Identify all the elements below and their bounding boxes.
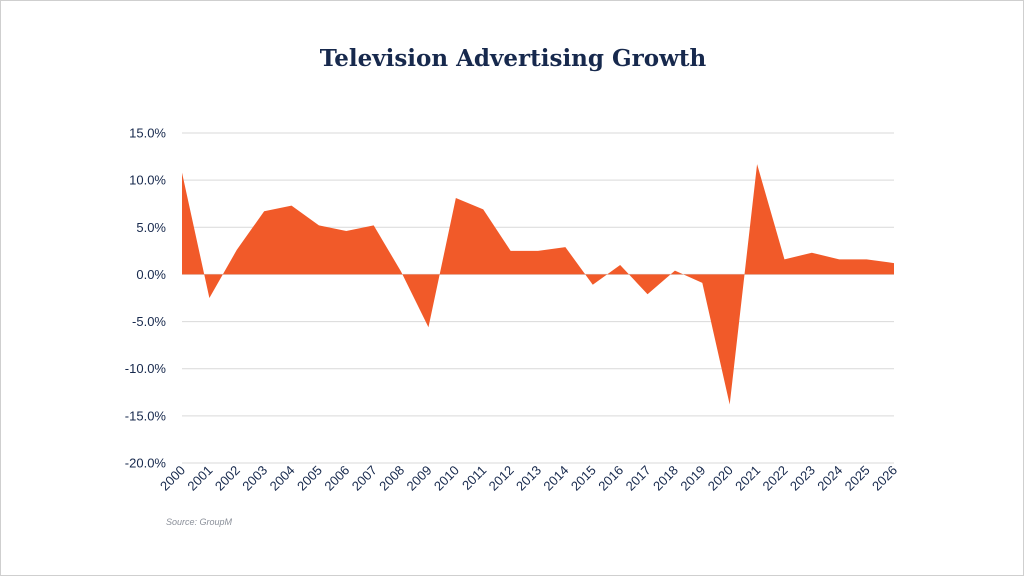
x-tick-label: 2024 [814, 463, 845, 494]
x-tick-label: 2005 [294, 463, 325, 494]
y-tick-label: -10.0% [125, 361, 167, 376]
chart-title: Television Advertising Growth [319, 45, 707, 72]
x-tick-label: 2021 [732, 463, 763, 494]
data-point-2017 [646, 292, 650, 296]
data-point-2019 [700, 281, 704, 285]
y-tick-label: 10.0% [129, 173, 166, 188]
y-tick-label: -15.0% [125, 408, 167, 423]
y-tick-label: -20.0% [125, 456, 167, 471]
x-tick-label: 2014 [540, 463, 571, 494]
data-point-2024 [837, 257, 841, 261]
x-tick-label: 2008 [376, 463, 407, 494]
data-point-2014 [563, 245, 567, 249]
data-point-2001 [207, 296, 211, 300]
x-tick-label: 2002 [212, 463, 243, 494]
data-point-2018 [673, 269, 677, 273]
x-tick-label: 2009 [404, 463, 435, 494]
data-point-2025 [865, 257, 869, 261]
y-tick-label: 0.0% [136, 267, 166, 282]
data-point-2002 [235, 248, 239, 252]
data-point-2022 [782, 257, 786, 261]
x-tick-label: 2010 [431, 463, 462, 494]
data-point-2013 [536, 249, 540, 253]
data-point-2009 [426, 325, 430, 329]
y-tick-label: -5.0% [132, 314, 166, 329]
data-point-2020 [728, 403, 732, 407]
x-tick-label: 2022 [760, 463, 791, 494]
x-tick-label: 2020 [705, 463, 736, 494]
data-point-2012 [509, 249, 513, 253]
data-point-2005 [317, 223, 321, 227]
x-tick-label: 2018 [650, 463, 681, 494]
x-tick-label: 2013 [513, 463, 544, 494]
x-tick-label: 2001 [184, 463, 215, 494]
data-point-2021 [755, 162, 759, 166]
data-point-2008 [399, 270, 403, 274]
x-tick-label: 2019 [677, 463, 708, 494]
x-tick-label: 2007 [349, 463, 380, 494]
x-tick-label: 2006 [321, 463, 352, 494]
x-tick-label: 2016 [595, 463, 626, 494]
x-tick-label: 2003 [239, 463, 270, 494]
data-point-2010 [454, 196, 458, 200]
data-point-2000 [180, 171, 184, 175]
x-tick-label: 2004 [267, 463, 298, 494]
x-tick-label: 2017 [623, 463, 654, 494]
source-note: Source: GroupM [166, 517, 233, 527]
data-point-2015 [591, 283, 595, 287]
data-point-2023 [810, 251, 814, 255]
x-tick-label: 2023 [787, 463, 818, 494]
y-tick-label: 15.0% [129, 126, 166, 141]
data-point-2011 [481, 207, 485, 211]
data-point-2003 [262, 209, 266, 213]
data-point-2007 [372, 223, 376, 227]
data-point-2016 [618, 263, 622, 267]
x-tick-label: 2011 [459, 463, 489, 493]
x-tick-label: 2012 [486, 463, 517, 494]
data-point-2026 [892, 261, 896, 265]
x-tick-label: 2015 [568, 463, 599, 494]
data-point-2004 [290, 204, 294, 208]
y-tick-label: 5.0% [136, 220, 166, 235]
x-tick-label: 2025 [842, 463, 873, 494]
x-tick-label: 2026 [869, 463, 900, 494]
data-point-2006 [344, 229, 348, 233]
